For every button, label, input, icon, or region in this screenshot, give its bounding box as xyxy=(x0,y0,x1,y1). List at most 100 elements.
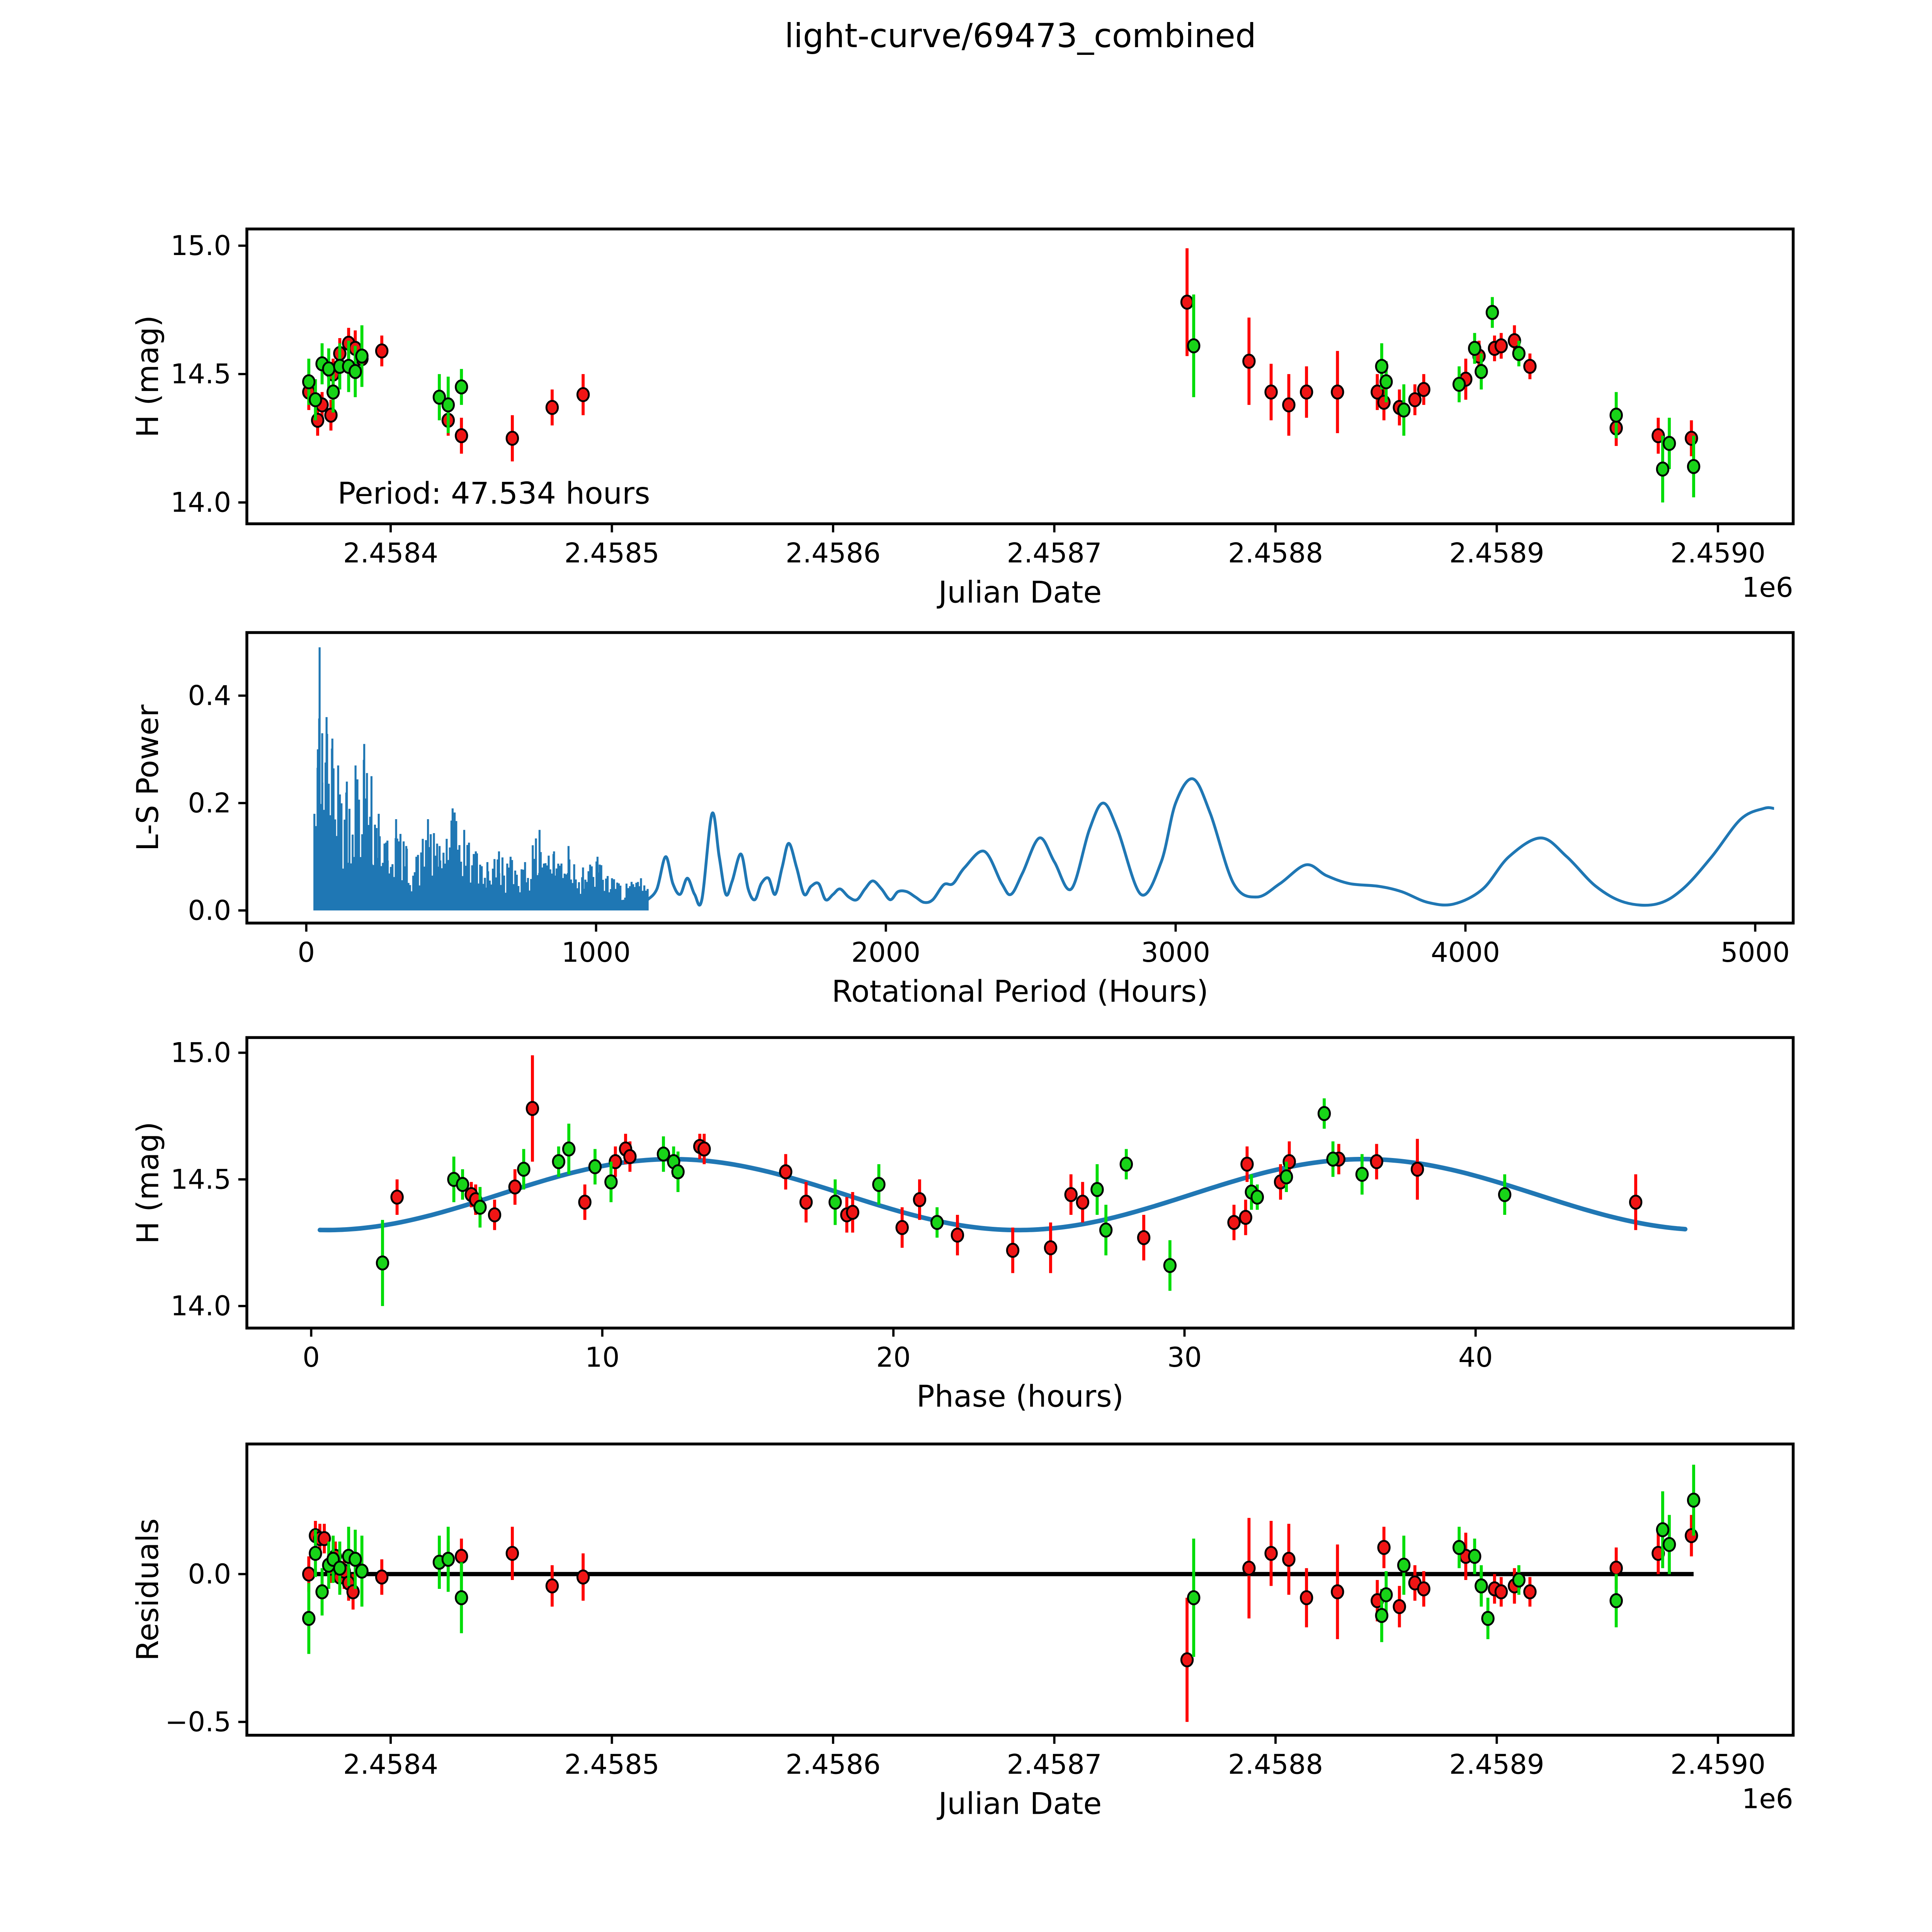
data-point-green xyxy=(1481,1611,1495,1626)
x-tick-label: 10 xyxy=(585,1342,620,1373)
data-point-red xyxy=(1629,1194,1643,1210)
data-point-green xyxy=(930,1215,944,1230)
fit-curve xyxy=(318,1156,1688,1233)
data-point-green xyxy=(1099,1222,1113,1238)
data-point-red xyxy=(623,1149,637,1164)
data-point-green xyxy=(473,1199,487,1215)
x-tick-label: 2.4585 xyxy=(564,537,659,569)
plot-background xyxy=(247,1037,1793,1328)
series-green xyxy=(302,294,1701,503)
data-point-red xyxy=(1494,1584,1508,1600)
plot-data-area xyxy=(313,647,1774,911)
data-point-red xyxy=(1180,1652,1194,1668)
data-point-green xyxy=(1250,1189,1264,1205)
axes-spines xyxy=(245,227,1795,526)
data-point-red xyxy=(1239,1210,1252,1225)
x-tick-label: 2.4588 xyxy=(1228,1749,1323,1781)
data-point-red xyxy=(1264,1546,1278,1561)
data-point-green xyxy=(1656,1522,1670,1537)
data-point-red xyxy=(1393,1599,1406,1614)
subplot-phased: 0 10 20 30 40 14.0 14.5 15.0 Phase (hours) H (mag… xyxy=(131,1036,1795,1414)
data-point-green xyxy=(326,384,340,400)
x-tick-label: 2.4584 xyxy=(343,537,438,569)
y-tick-label: 14.0 xyxy=(170,1290,231,1322)
axes-spines xyxy=(245,631,1795,925)
data-point-green xyxy=(1452,1540,1466,1555)
series-green xyxy=(376,1098,1512,1306)
data-point-green xyxy=(1317,1106,1331,1121)
data-point-green xyxy=(1609,1593,1623,1609)
data-point-red xyxy=(1523,1584,1537,1600)
data-point-green xyxy=(1475,364,1488,379)
data-point-red xyxy=(324,408,338,423)
data-point-green xyxy=(1468,1549,1481,1564)
data-point-red xyxy=(346,1584,360,1600)
data-point-red xyxy=(1242,354,1256,369)
y-axis-label: H (mag) xyxy=(131,1122,165,1244)
x-axis-label: Julian Date xyxy=(936,1786,1102,1821)
data-point-green xyxy=(1609,408,1623,423)
data-point-green xyxy=(1452,377,1466,392)
data-point-green xyxy=(1512,346,1526,361)
data-point-green xyxy=(1687,1492,1701,1508)
x-tick-label: 20 xyxy=(876,1342,911,1373)
data-point-green xyxy=(1187,1590,1201,1605)
data-point-red xyxy=(1410,1162,1424,1177)
data-point-red xyxy=(545,400,559,415)
data-point-green xyxy=(355,1563,369,1579)
data-point-red xyxy=(505,430,519,446)
data-point-red xyxy=(375,1569,389,1585)
data-point-red xyxy=(508,1179,522,1195)
subplot-residuals: 2.4584 2.4585 2.4586 2.4587 2.4588 2.4589 2.45… xyxy=(131,1442,1795,1821)
y-tick-label: 14.0 xyxy=(170,486,231,518)
plot-background xyxy=(247,229,1793,524)
data-point-red xyxy=(1227,1215,1241,1230)
data-point-red xyxy=(1685,1528,1698,1543)
x-tick-label: 2.4589 xyxy=(1449,537,1544,569)
x-tick-label: 2.4587 xyxy=(1007,537,1102,569)
x-tick-label: 2.4586 xyxy=(786,537,881,569)
y-tick-label: 0.0 xyxy=(188,1558,231,1590)
subplot-lightcurve: Period: 47.534 hours 2.4584 2.4585 2.4586 2.… xyxy=(131,227,1795,610)
data-point-green xyxy=(441,1551,455,1567)
figure-title: light-curve/69473_combined xyxy=(785,17,1256,55)
data-point-red xyxy=(951,1228,964,1243)
x-tick-label: 40 xyxy=(1458,1342,1493,1373)
data-point-red xyxy=(576,387,590,402)
data-point-green xyxy=(455,1590,468,1605)
data-point-red xyxy=(1371,384,1384,400)
data-point-red xyxy=(1044,1240,1058,1255)
data-point-red xyxy=(455,1549,468,1564)
data-point-red xyxy=(1417,1581,1430,1597)
data-point-red xyxy=(1377,395,1391,410)
x-tick-label: 5000 xyxy=(1721,937,1790,968)
x-tick-label: 2.4590 xyxy=(1670,537,1765,569)
data-point-red xyxy=(526,1101,539,1116)
data-point-green xyxy=(1656,461,1670,477)
data-point-green xyxy=(1512,1572,1526,1588)
data-point-red xyxy=(455,428,468,444)
data-point-green xyxy=(309,392,322,407)
y-tick-label: 0.0 xyxy=(188,895,231,926)
data-point-green xyxy=(349,364,362,379)
data-point-red xyxy=(1408,392,1422,407)
data-point-red xyxy=(1282,1551,1296,1567)
x-tick-label: 2.4590 xyxy=(1670,1749,1765,1781)
y-tick-label: 0.4 xyxy=(188,680,231,711)
data-point-red xyxy=(1282,397,1296,413)
data-point-red xyxy=(318,1531,331,1546)
plot-data-area xyxy=(302,1464,1701,1722)
data-point-green xyxy=(1662,1537,1676,1552)
data-point-red xyxy=(1299,384,1313,400)
data-point-green xyxy=(1379,1587,1393,1602)
y-tick-label: 0.2 xyxy=(188,787,231,819)
data-point-red xyxy=(1370,1154,1383,1169)
data-point-green xyxy=(1375,1608,1389,1623)
data-point-green xyxy=(302,1611,316,1626)
data-point-green xyxy=(1119,1156,1133,1172)
data-point-red xyxy=(505,1546,519,1561)
y-axis-label: Residuals xyxy=(131,1518,165,1661)
y-tick-label: 15.0 xyxy=(170,1037,231,1069)
data-point-green xyxy=(1662,436,1676,451)
data-point-green xyxy=(562,1141,576,1157)
